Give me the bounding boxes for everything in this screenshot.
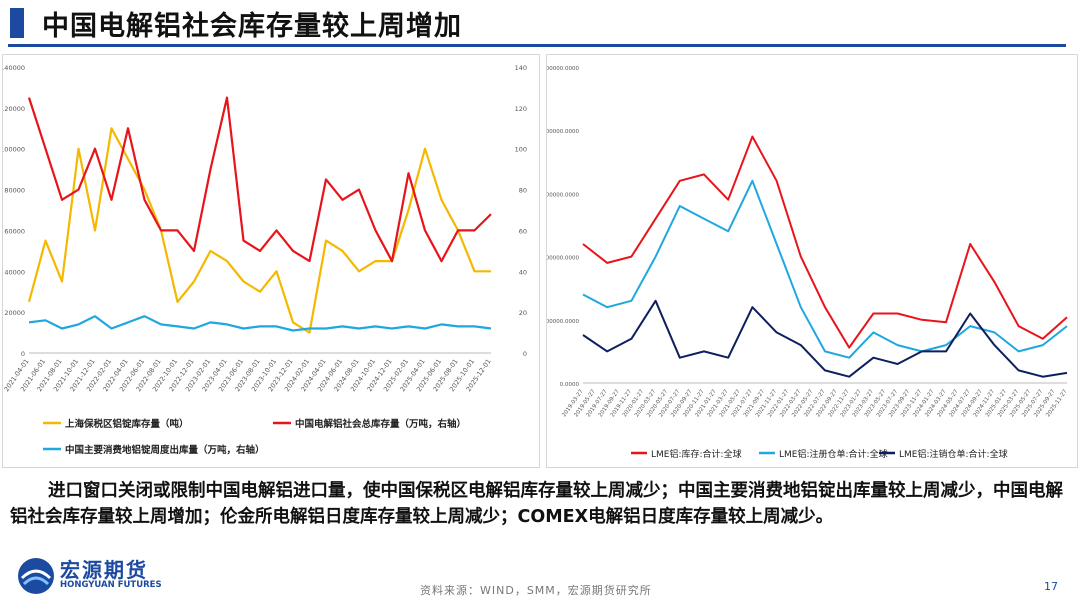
page-title: 中国电解铝社会库存量较上周增加 bbox=[42, 11, 462, 42]
y-right-tick-label: 80 bbox=[519, 187, 527, 195]
summary-text: 进口窗口关闭或限制中国电解铝进口量，使中国保税区电解铝库存量较上周减少；中国主要… bbox=[10, 481, 1063, 527]
legend-label: LME铝:注册仓单:合计:全球 bbox=[779, 448, 888, 460]
logo-english-name: HONGYUAN FUTURES bbox=[60, 580, 162, 590]
y-right-tick-label: 120 bbox=[515, 105, 527, 113]
left-chart-panel: 0 20000 40000 60000 80000 100000 120000 140000 0… bbox=[0, 54, 540, 468]
legend-label: 上海保税区铝锭库存量（吨） bbox=[65, 418, 189, 430]
y-left-tick-label: 60000 bbox=[4, 227, 25, 235]
legend-label: 中国电解铝社会总库存量（万吨，右轴） bbox=[295, 418, 466, 430]
china-aluminum-inventory-chart: 0 20000 40000 60000 80000 100000 120000 140000 0… bbox=[0, 64, 527, 456]
y-right-tick-label: 40 bbox=[519, 268, 527, 276]
y-tick-label: 2500000.0000 bbox=[547, 66, 579, 72]
logo-mark-icon bbox=[18, 558, 54, 594]
y-left-tick-label: 80000 bbox=[4, 187, 25, 195]
y-tick-label: 500000.0000 bbox=[547, 319, 579, 325]
legend-label: 中国主要消费地铝锭周度出库量（万吨，右轴） bbox=[65, 444, 265, 456]
y-left-tick-label: 120000 bbox=[3, 105, 25, 113]
series-line-2 bbox=[582, 179, 1068, 359]
data-source: 资料来源：WIND，SMM，宏源期货研究所 bbox=[420, 584, 652, 597]
lme-aluminum-inventory-chart: 0.0000 500000.0000 1000000.0000 1500000.000… bbox=[539, 66, 1069, 460]
y-tick-label: 0.0000 bbox=[560, 382, 580, 388]
y-right-tick-label: 20 bbox=[519, 309, 527, 317]
y-right-tick-label: 60 bbox=[519, 227, 527, 235]
y-left-tick-label: 20000 bbox=[4, 309, 25, 317]
y-tick-label: 2000000.0000 bbox=[547, 129, 579, 135]
series-line-3 bbox=[28, 315, 492, 332]
series-line-2 bbox=[27, 96, 492, 263]
y-right-tick-label: 0 bbox=[523, 350, 527, 358]
y-left-tick-label: 40000 bbox=[4, 268, 25, 276]
series-line-1 bbox=[582, 135, 1068, 349]
y-left-tick-label: 140000 bbox=[3, 64, 25, 72]
title-underline bbox=[8, 44, 1066, 47]
title-bar: 中国电解铝社会库存量较上周增加 bbox=[0, 0, 1080, 50]
y-right-tick-label: 140 bbox=[515, 64, 527, 72]
series-line-3 bbox=[582, 299, 1068, 378]
y-tick-label: 1000000.0000 bbox=[547, 256, 579, 262]
legend-label: LME铝:库存:合计:全球 bbox=[651, 448, 742, 460]
title-accent-bar bbox=[10, 8, 24, 38]
y-left-tick-label: 100000 bbox=[3, 146, 25, 154]
y-right-tick-label: 100 bbox=[515, 146, 527, 154]
legend-label: LME铝:注销仓单:合计:全球 bbox=[899, 448, 1008, 460]
logo-name: 宏源期货 bbox=[60, 558, 148, 582]
y-left-tick-label: 0 bbox=[21, 350, 25, 358]
y-tick-label: 1500000.0000 bbox=[547, 192, 579, 198]
page-number: 17 bbox=[1044, 580, 1058, 593]
right-chart-panel: 0.0000 500000.0000 1000000.0000 1500000.000… bbox=[539, 54, 1078, 468]
company-logo: 宏源期货 HONGYUAN FUTURES bbox=[16, 554, 166, 600]
